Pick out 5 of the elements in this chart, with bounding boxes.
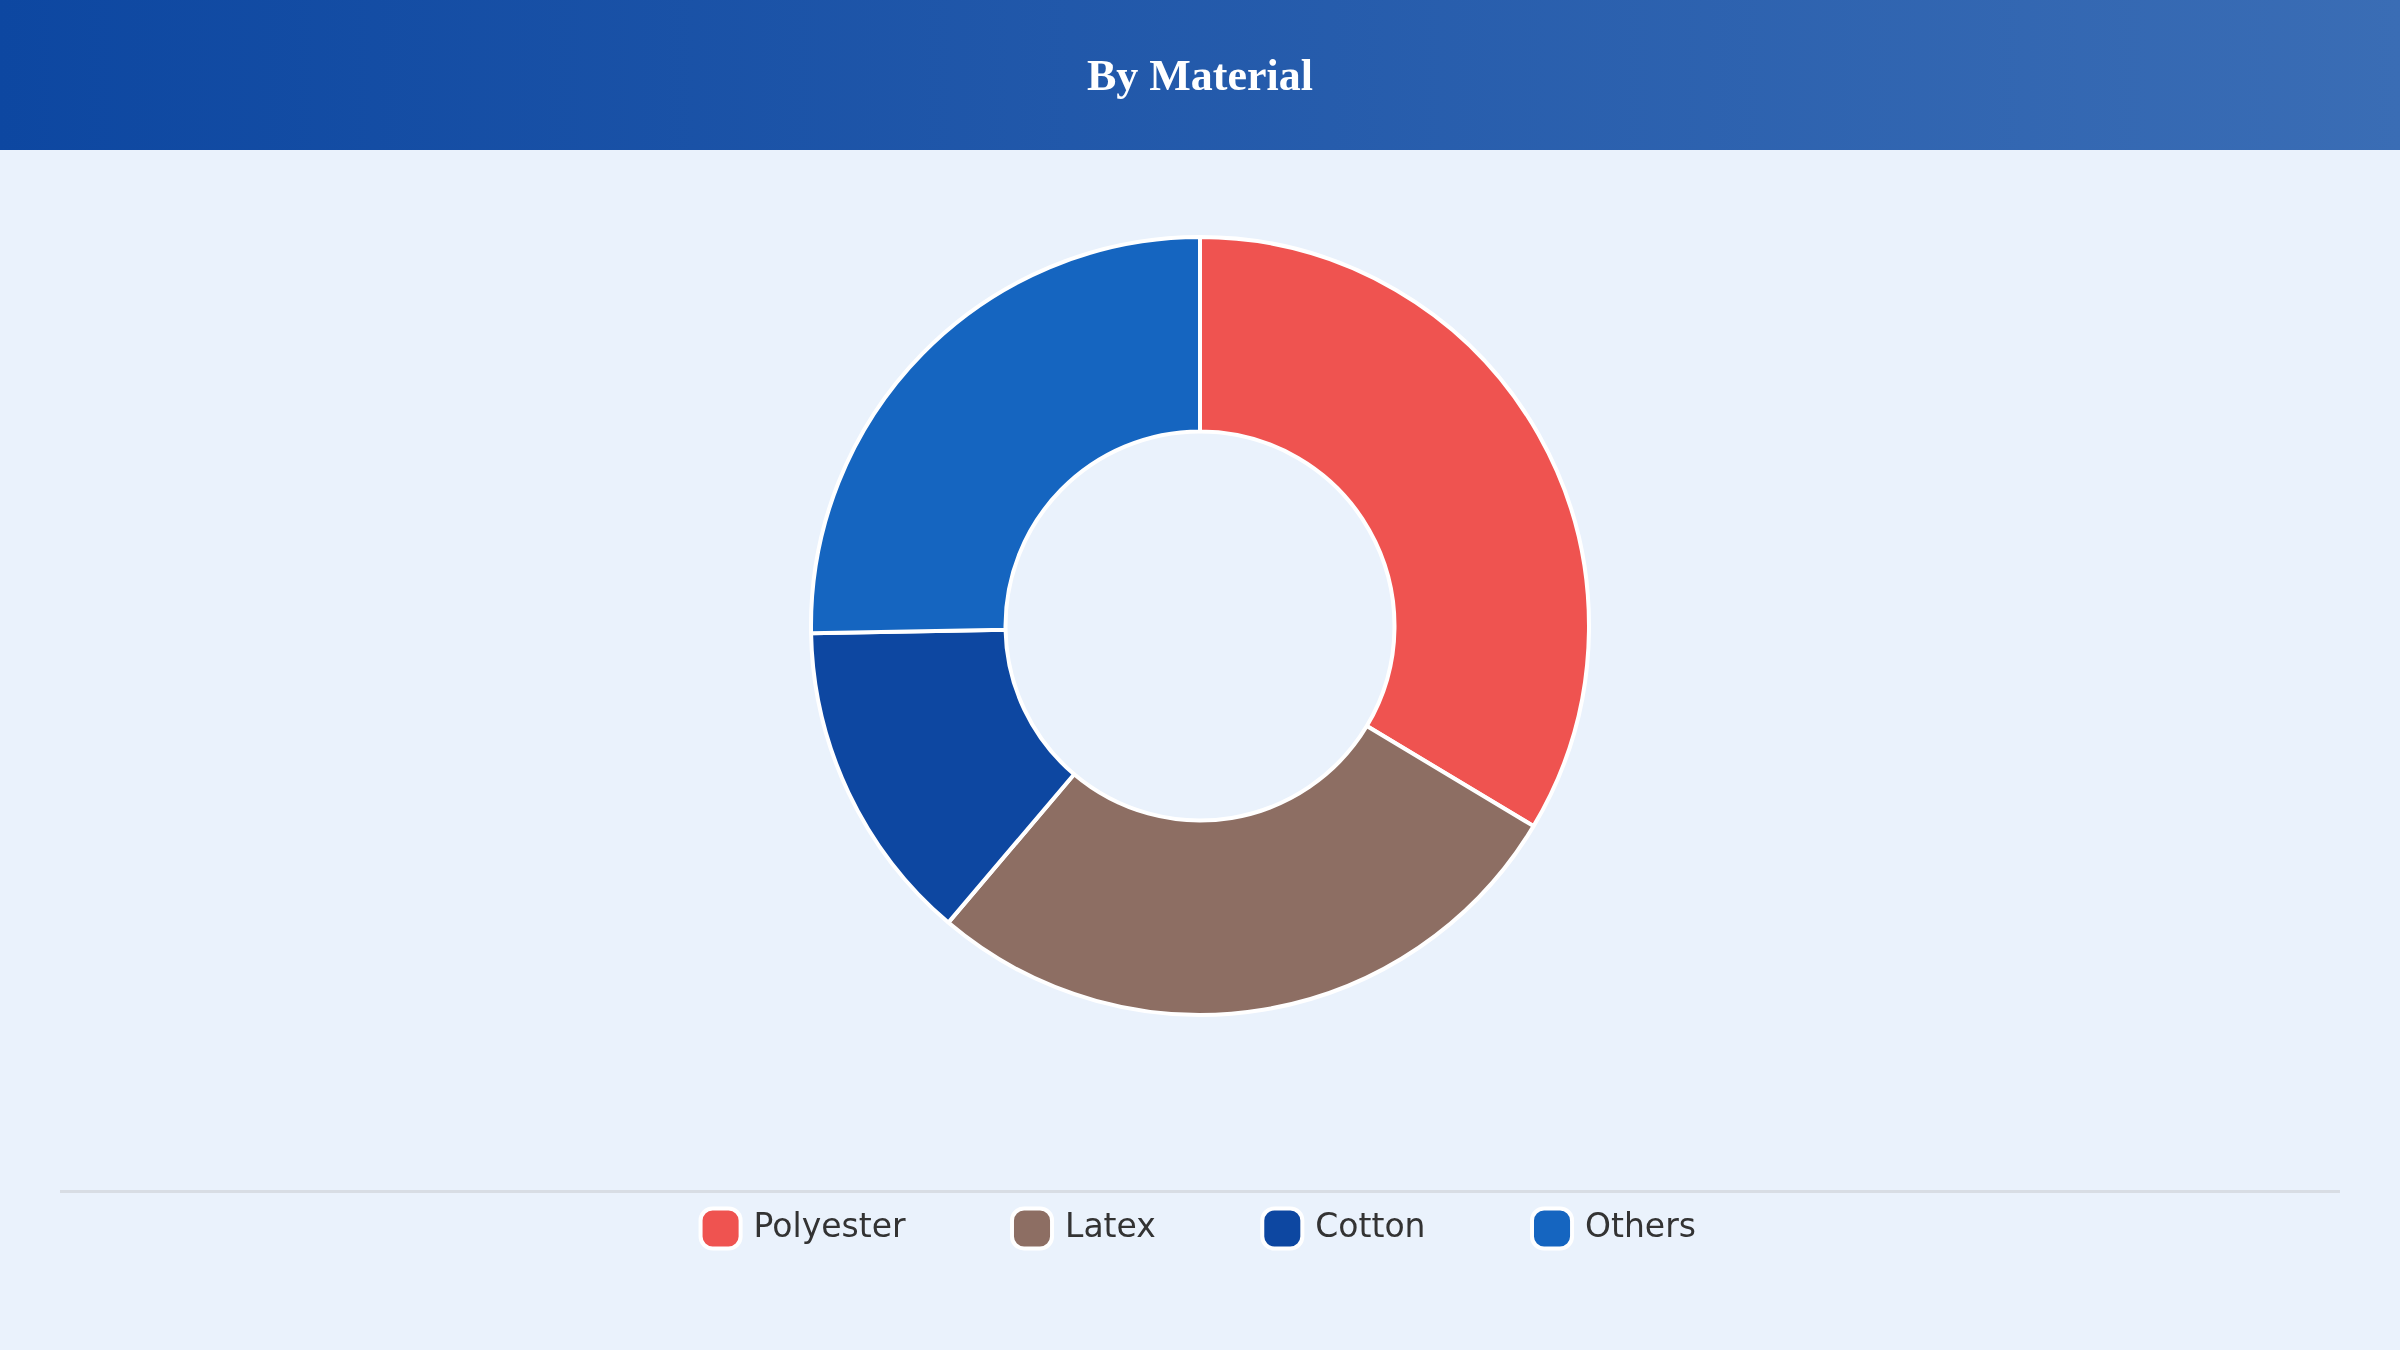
- chart-title: By Material: [1086, 49, 1314, 101]
- legend-label: Cotton: [1315, 1206, 1426, 1246]
- legend-label: Others: [1585, 1206, 1696, 1246]
- legend-label: Latex: [1065, 1206, 1156, 1246]
- legend-label: Polyester: [753, 1206, 906, 1246]
